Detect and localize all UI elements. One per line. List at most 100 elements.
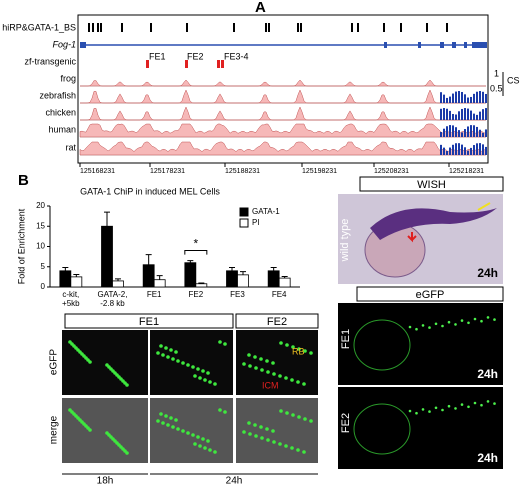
gfp-cell <box>296 380 300 384</box>
gfp-cell <box>208 448 212 452</box>
binding-site <box>383 23 385 32</box>
embryo-outline <box>353 403 411 455</box>
coding-conservation <box>455 127 457 137</box>
coding-conservation <box>458 91 460 103</box>
row-label: merge <box>49 415 60 444</box>
gfp-cell <box>171 425 175 429</box>
binding-site <box>268 23 270 32</box>
coding-conservation <box>455 114 457 120</box>
gfp-cell <box>467 405 470 409</box>
gfp-cell <box>248 432 252 436</box>
gfp-cell <box>181 361 185 365</box>
coding-conservation <box>461 132 463 137</box>
coding-conservation <box>452 125 454 137</box>
bar <box>59 270 72 288</box>
side-label: wild type <box>339 219 351 263</box>
coding-conservation <box>443 147 445 155</box>
x-tick-label-box: c-kit, +5kb <box>62 290 80 308</box>
gfp-cell <box>279 341 283 345</box>
gfp-cell <box>206 439 210 443</box>
track-label: Fog-1 <box>52 39 76 49</box>
binding-site <box>186 23 188 32</box>
header-label: FE1 <box>139 316 159 328</box>
photo <box>150 398 233 463</box>
legend-label: GATA-1 <box>252 207 280 216</box>
gfp-cell <box>434 406 438 410</box>
y-tick-label: 5 <box>41 262 46 271</box>
gfp-cell <box>454 323 457 326</box>
coding-conservation <box>485 108 487 120</box>
gfp-cell <box>213 382 217 386</box>
binding-site <box>88 23 90 32</box>
time-label: 24h <box>226 476 243 487</box>
gfp-cell <box>272 372 276 376</box>
coding-conservation <box>446 97 448 103</box>
conservation <box>80 106 486 121</box>
panel-a-frame <box>77 14 489 164</box>
gfp-cell <box>291 413 295 417</box>
bar <box>70 276 83 288</box>
coding-conservation <box>440 92 442 103</box>
gfp-cell <box>480 403 483 407</box>
coding-conservation <box>455 143 457 155</box>
gfp-cell <box>309 419 313 423</box>
gfp-cell <box>242 430 246 434</box>
header-box <box>64 313 234 329</box>
gfp-cell <box>201 369 205 373</box>
track-label: frog <box>60 73 76 83</box>
bar <box>101 225 113 288</box>
coding-conservation <box>446 150 448 155</box>
gfp-cell <box>421 324 425 327</box>
header-box <box>356 286 504 302</box>
coding-conservation <box>443 128 445 137</box>
coding-conservation <box>452 93 454 103</box>
gfp-cell <box>164 414 168 418</box>
coding-conservation <box>452 114 454 120</box>
x-tick-label-box: FE1 <box>146 290 162 299</box>
gfp-cell <box>174 418 178 422</box>
coding-conservation <box>467 126 469 137</box>
side-label: FE2 <box>340 413 352 433</box>
coding-conservation <box>470 125 472 137</box>
gfp-cell <box>159 412 163 416</box>
gfp-cell <box>303 349 307 353</box>
photo <box>62 330 148 395</box>
coding-conservation <box>482 109 484 120</box>
binding-site <box>357 23 359 32</box>
gfp-cell <box>260 436 264 440</box>
coordinate: 125208231 <box>374 168 409 175</box>
coding-conservation <box>440 108 442 120</box>
time-label: 24h <box>477 451 498 465</box>
gfp-cell <box>421 408 425 411</box>
coding-conservation <box>479 91 481 103</box>
gfp-cell <box>303 417 307 421</box>
coding-conservation <box>455 91 457 103</box>
gfp-cell <box>161 421 165 425</box>
gfp-cell <box>266 438 270 442</box>
gfp-cell <box>454 407 457 410</box>
coding-conservation <box>443 108 445 120</box>
cs-tick: 0.5 <box>490 83 503 93</box>
gfp-cell <box>265 359 269 363</box>
coding-conservation <box>446 126 448 137</box>
gfp-cell <box>447 404 451 408</box>
coding-conservation <box>452 144 454 155</box>
gfp-cell <box>297 347 301 351</box>
bar <box>184 262 197 288</box>
gfp-cell <box>196 435 200 439</box>
y-axis-label: Fold of Enrichment <box>16 208 26 284</box>
exon <box>472 42 487 48</box>
binding-site <box>446 23 448 32</box>
binding-site <box>300 23 302 32</box>
coding-conservation <box>482 144 484 155</box>
error-bar <box>229 267 235 271</box>
gfp-cell <box>291 345 295 349</box>
gfp-cell <box>186 431 190 435</box>
x-tick-label: FE1 <box>146 290 162 299</box>
coding-conservation <box>485 146 487 155</box>
gfp-cell <box>460 403 464 406</box>
photo <box>62 398 148 463</box>
gfp-cell <box>279 409 283 413</box>
gfp-cell <box>242 362 246 366</box>
